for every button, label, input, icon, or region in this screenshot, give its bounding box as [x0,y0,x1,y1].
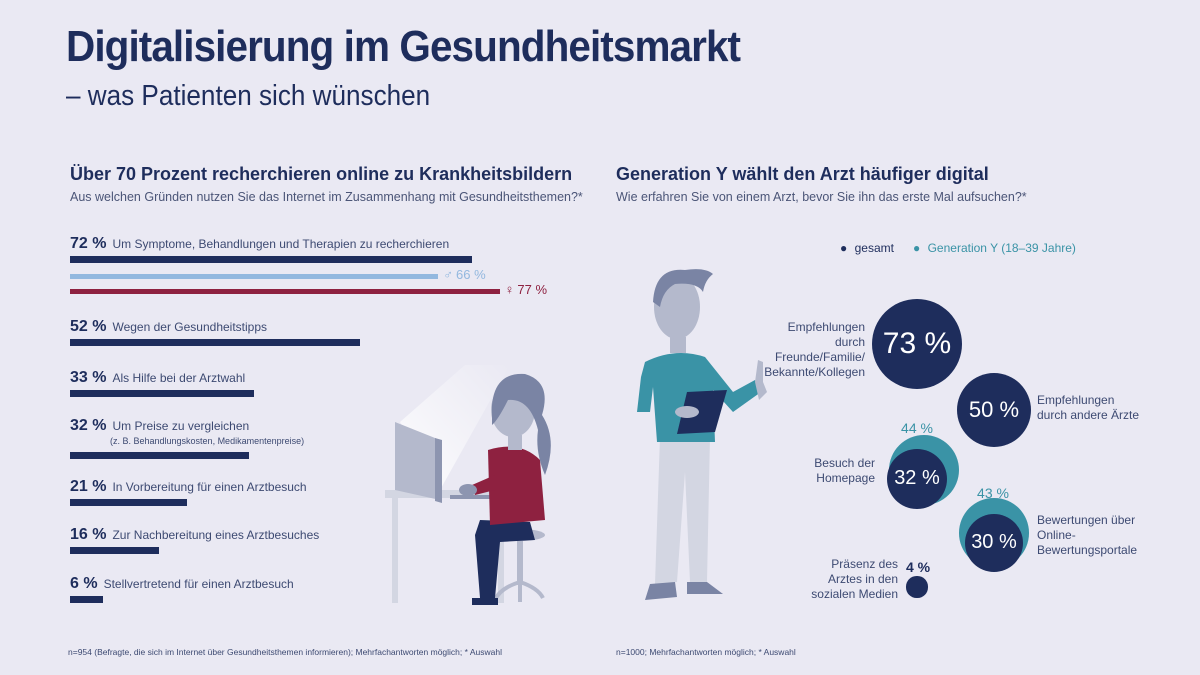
male-bar [70,274,439,279]
bar-label: 16 % Zur Nachbereitung eines Arztbesuches [70,526,319,544]
bar-category-label: Stellvertretend für einen Arztbesuch [103,577,294,591]
bar [70,339,361,346]
woman-at-computer-illustration [385,365,551,605]
female-value: 77 % [517,282,548,297]
woman-hair [492,373,551,475]
female-bar [70,289,500,294]
gesamt-bubble: 32 % [887,449,947,509]
bar-value-label: 6 % [70,575,98,592]
bar-value-label: 32 % [70,417,107,434]
bar [70,256,472,263]
gesamt-bubble: 50 % [956,372,1032,448]
legend-label-gesamt: gesamt [854,241,894,255]
bar-label: 6 % Stellvertretend für einen Arztbesuch [70,575,294,593]
bar-category-label: Um Symptome, Behandlungen und Therapien … [112,237,450,251]
man-thumbs-up-hand [755,360,767,400]
page-subtitle: – was Patienten sich wünschen [66,80,431,112]
left-section-title: Über 70 Prozent recherchieren online zu … [70,164,573,184]
bubble-category-label: Besuch der Homepage [814,456,875,485]
page-title: Digitalisierung im Gesundheitsmarkt [66,22,741,71]
bubble-category-label: Empfehlungen durch Freunde/Familie/ Beka… [764,320,865,379]
bar-category-label: Zur Nachbereitung eines Arztbesuches [112,528,320,542]
man-shoe [687,582,723,594]
bar [70,452,249,459]
desk-top [385,490,515,498]
left-section-question: Aus welchen Gründen nutzen Sie das Inter… [70,190,583,204]
generation-y-value-label: 44 % [901,420,933,436]
bar-value-label: 72 % [70,235,107,252]
legend-item-generation-y: ● Generation Y (18–39 Jahre) [913,241,1076,255]
stool-post [517,540,523,585]
man-tablet [677,390,727,434]
monitor [395,422,440,500]
man-trousers [655,437,710,584]
legend-label-generation-y: Generation Y (18–39 Jahre) [927,241,1076,255]
woman-neck [508,435,522,450]
gesamt-bubble: 30 % [964,513,1024,573]
bar-label: 32 % Um Preise zu vergleichen [70,417,249,435]
woman-sweater [488,446,545,525]
man-shoe [645,582,677,600]
man-hand [675,406,699,418]
bar-label: 33 % Als Hilfe bei der Arztwahl [70,369,245,387]
bar-label: 72 % Um Symptome, Behandlungen und Therap… [70,235,449,253]
legend-dot-generation-y: ● [913,241,921,255]
male-value: 66 % [456,267,486,282]
bar-category-label: Als Hilfe bei der Arztwahl [112,371,246,385]
left-footnote: n=954 (Befragte, die sich im Internet üb… [68,647,502,657]
bar-category-label: Wegen der Gesundheitstipps [112,320,268,334]
right-footnote: n=1000; Mehrfachantworten möglich; * Aus… [616,647,796,657]
bar-category-label: In Vorbereitung für einen Arztbesuch [112,480,307,494]
gesamt-value-label: 30 % [971,531,1017,554]
bar-category-label: Um Preise zu vergleichen [112,419,250,433]
man-hair [653,269,713,307]
legend-item-gesamt: ● gesamt [840,241,894,255]
gesamt-value-label: 32 % [894,467,940,490]
bar-value-label: 16 % [70,526,107,543]
bar [70,499,188,506]
bar-label: 21 % In Vorbereitung für einen Arztbesuch [70,478,307,496]
male-value-label: ♂ 66 % [443,267,485,282]
bar [70,547,160,554]
male-symbol-icon: ♂ [443,267,454,282]
desk-leg [392,498,398,603]
man-with-tablet-illustration [637,269,767,600]
legend-dot-gesamt: ● [840,241,848,255]
gesamt-bubble: 73 % [871,298,963,390]
keyboard [450,495,490,499]
female-symbol-icon: ♀ [504,282,515,297]
bar [70,390,255,397]
gesamt-value-label: 50 % [968,396,1020,422]
bar-value-label: 52 % [70,318,107,335]
woman-legs [475,520,535,598]
gesamt-value-label: 73 % [882,326,952,360]
woman-shoes [472,598,498,605]
woman-hand [459,484,477,496]
bar-label: 52 % Wegen der Gesundheitstipps [70,318,267,336]
bar-category-note: (z. B. Behandlungskosten, Medikamentenpr… [110,436,305,446]
bar [70,596,104,603]
man-neck [670,337,686,353]
bubble-category-label: Präsenz des Arztes in den sozialen Medie… [811,557,898,601]
bubble-category-label: Bewertungen über Online- Bewertungsporta… [1037,513,1138,557]
gesamt-bubble [906,576,928,598]
woman-arm [472,475,495,495]
right-section-question: Wie erfahren Sie von einem Arzt, bevor S… [616,190,1027,204]
bar-value-label: 21 % [70,478,107,495]
gesamt-value-label: 4 % [905,559,931,575]
generation-y-value-label: 43 % [977,485,1009,501]
right-section-title: Generation Y wählt den Arzt häufiger dig… [616,164,989,184]
desk-leg [498,498,504,603]
female-value-label: ♀ 77 % [505,282,547,297]
bar-value-label: 33 % [70,369,107,386]
monitor-side [435,438,442,503]
bubble-category-label: Empfehlungen durch andere Ärzte [1037,393,1140,422]
